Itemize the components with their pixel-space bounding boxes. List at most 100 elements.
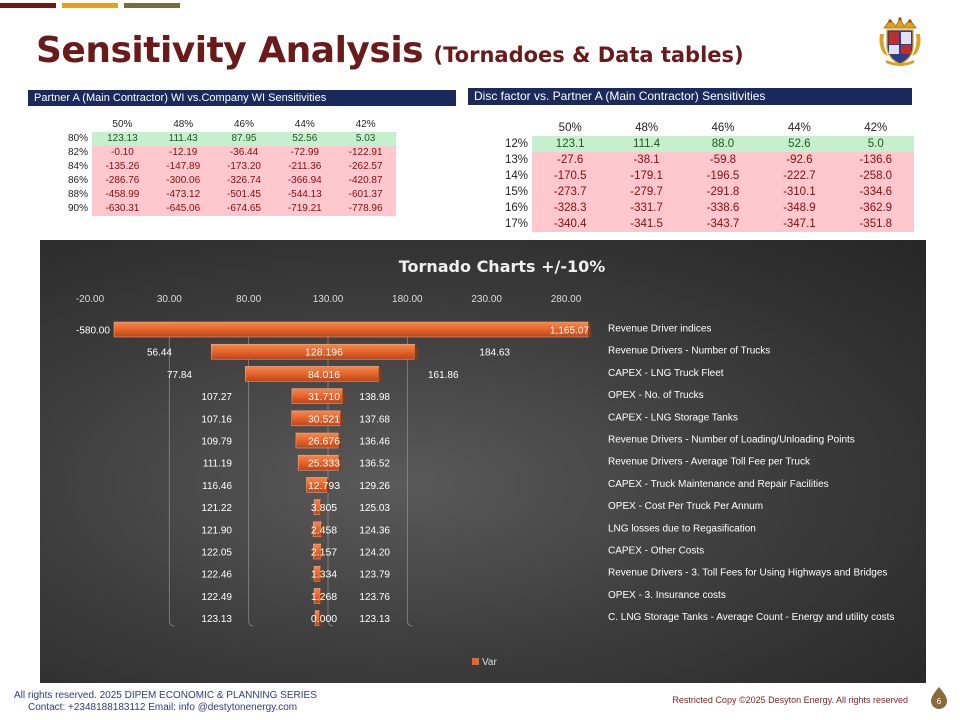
table2-cell: -341.5 <box>608 216 685 232</box>
bar-var-label: 26.676 <box>308 436 340 448</box>
bar-high-label: 123.13 <box>359 614 390 625</box>
table2-cell: -258.0 <box>837 168 914 184</box>
bar-var-label: 2.458 <box>311 524 337 536</box>
decor-bar-gold <box>62 3 118 8</box>
table-row: 86% -286.76 -300.06 -326.74 -366.94 -420… <box>58 174 396 188</box>
table2-cell: -273.7 <box>532 184 609 200</box>
decor-bar-maroon <box>0 3 56 8</box>
table2-cell: 52.6 <box>761 136 838 152</box>
bar-var-label: 12.793 <box>308 480 340 492</box>
gridline <box>406 324 413 627</box>
table1-cell: -458.99 <box>92 188 153 202</box>
table2-cell: -351.8 <box>837 216 914 232</box>
table1-col-header: 48% <box>173 119 194 130</box>
table-row: 12% 123.1 111.4 88.0 52.6 5.0 <box>500 136 914 152</box>
legend-swatch-var <box>472 658 479 665</box>
bar-low-label: 107.16 <box>201 414 232 425</box>
table2-cell: 123.1 <box>532 136 609 152</box>
bar-low-label: 122.46 <box>201 570 232 581</box>
bar-category-label: CAPEX - LNG Truck Fleet <box>608 368 724 379</box>
bar-high-label: 136.46 <box>359 437 390 448</box>
table1-cell: -36.44 <box>213 146 275 160</box>
bar-high-label: 124.20 <box>359 548 390 559</box>
table2-cell: -331.7 <box>608 200 685 216</box>
x-tick-label: -20.00 <box>76 294 105 305</box>
table-row: 13% -27.6 -38.1 -59.8 -92.6 -136.6 <box>500 152 914 168</box>
tornado-bar-depth <box>588 324 591 337</box>
bar-var-label: 25.333 <box>308 458 340 470</box>
bar-high-label: 125.03 <box>359 503 390 514</box>
table-row: 80% 123.13 111.43 87.95 52.56 5.03 <box>58 132 396 146</box>
table2-row-label: 16% <box>504 202 528 214</box>
bar-low-label: 121.22 <box>201 503 232 514</box>
table1-cell: -262.57 <box>335 160 396 174</box>
table1-cell: -12.19 <box>152 146 214 160</box>
bar-var-label: 2.157 <box>311 547 337 559</box>
table2-cell: -279.7 <box>608 184 685 200</box>
table2-row-label: 14% <box>504 170 528 182</box>
table2-cell: -334.6 <box>837 184 914 200</box>
table1-cell: -72.99 <box>274 146 336 160</box>
table2-col-header: 42% <box>864 122 888 134</box>
table2-cell: -328.3 <box>532 200 609 216</box>
bar-low-label: 109.79 <box>201 437 232 448</box>
footer-contact: Contact: +2348188183112 Email: info @des… <box>28 702 298 713</box>
bar-high-label: 184.63 <box>479 348 510 359</box>
table1-corner <box>58 118 92 132</box>
footer-copyright: Restricted Copy ©2025 Desyton Energy. Al… <box>672 695 908 705</box>
table2-col-header: 48% <box>635 122 659 134</box>
table2-row-label: 17% <box>504 218 528 230</box>
table2-cell: -196.5 <box>684 168 762 184</box>
bar-low-label: 116.46 <box>202 481 232 492</box>
bar-high-label: 136.52 <box>359 459 390 470</box>
bar-category-label: Revenue Drivers - Number of Trucks <box>608 346 770 357</box>
table1-cell: -473.12 <box>152 188 214 202</box>
table2-col-header: 50% <box>558 122 582 134</box>
table1-row-label: 88% <box>67 189 88 200</box>
tornado-bar-depth <box>378 368 382 382</box>
tornado-bar-depth <box>319 612 323 626</box>
table2-cell: -348.9 <box>761 200 838 216</box>
table2-header-row: 50% 48% 46% 44% 42% <box>500 120 914 136</box>
table2-row-label: 12% <box>504 138 528 150</box>
table-row: 14% -170.5 -179.1 -196.5 -222.7 -258.0 <box>500 168 914 184</box>
table1-cell: 123.13 <box>92 132 153 146</box>
table1-cell: 5.03 <box>335 132 396 146</box>
bar-var-label: 84.016 <box>308 369 340 381</box>
tornado-bar-depth <box>338 435 342 448</box>
table-row: 88% -458.99 -473.12 -501.45 -544.13 -601… <box>58 188 396 202</box>
bar-var-label: 128.196 <box>305 347 343 359</box>
table1-cell: -173.20 <box>213 160 275 174</box>
table2-col-header: 46% <box>711 122 735 134</box>
bar-category-label: CAPEX - Other Costs <box>608 546 704 557</box>
table2-cell: -362.9 <box>837 200 914 216</box>
bar-var-label: 0.000 <box>311 613 337 625</box>
bar-low-label: 123.13 <box>201 614 232 625</box>
gridline <box>248 324 254 627</box>
table1-cell: -286.76 <box>92 174 153 188</box>
table1-row-label: 82% <box>67 147 88 158</box>
table2-cell: 88.0 <box>684 136 762 152</box>
bar-high-label: 137.68 <box>359 414 390 425</box>
bar-category-label: Revenue Drivers - Average Toll Fee per T… <box>608 457 811 468</box>
bar-low-label: -580.00 <box>76 326 110 337</box>
page-number: 6 <box>937 697 942 706</box>
page-title: Sensitivity Analysis <box>36 30 424 71</box>
bar-low-label: 122.05 <box>201 548 232 559</box>
table2-cell: -59.8 <box>684 152 762 168</box>
bar-category-label: C. LNG Storage Tanks - Average Count - E… <box>608 612 894 623</box>
table-row: 90% -630.31 -645.06 -674.65 -719.21 -778… <box>58 202 396 216</box>
bar-low-label: 56.44 <box>147 348 172 359</box>
table1-wi-sensitivity: 50% 48% 46% 44% 42% 80% 123.13 111.43 87… <box>58 118 396 216</box>
x-tick-label: 80.00 <box>236 294 261 305</box>
table1-cell: -601.37 <box>335 188 396 202</box>
page-subtitle: (Tornadoes & Data tables) <box>433 43 744 67</box>
table-row: 16% -328.3 -331.7 -338.6 -348.9 -362.9 <box>500 200 914 216</box>
table1-row-label: 86% <box>67 175 88 186</box>
table-row: 84% -135.26 -147.89 -173.20 -211.36 -262… <box>58 160 396 174</box>
table1-cell: -674.65 <box>213 202 275 216</box>
table1-cell: -630.31 <box>92 202 153 216</box>
legend-label-var: Var <box>482 657 497 668</box>
table1-cell: -544.13 <box>274 188 336 202</box>
decor-bar-olive <box>124 3 180 8</box>
